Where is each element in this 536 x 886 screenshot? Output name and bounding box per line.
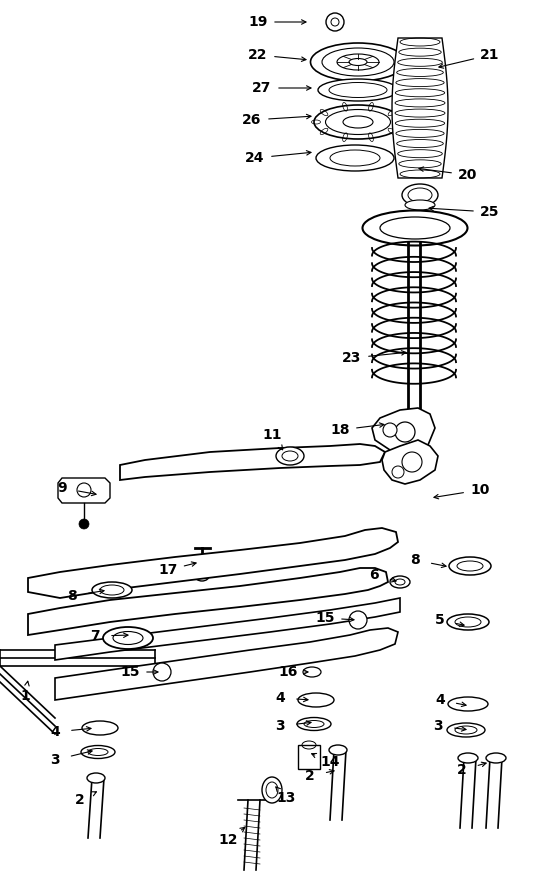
Ellipse shape <box>314 105 402 139</box>
Ellipse shape <box>349 58 367 66</box>
Text: 14: 14 <box>320 755 340 769</box>
Text: 24: 24 <box>245 151 265 165</box>
Polygon shape <box>28 528 398 598</box>
Text: 22: 22 <box>248 48 268 62</box>
Circle shape <box>392 466 404 478</box>
Text: 19: 19 <box>248 15 267 29</box>
Ellipse shape <box>297 718 331 730</box>
Text: 2: 2 <box>457 763 467 777</box>
Ellipse shape <box>262 777 282 803</box>
Bar <box>298 745 320 769</box>
Text: 18: 18 <box>330 423 350 437</box>
Ellipse shape <box>343 116 373 128</box>
Text: 17: 17 <box>158 563 178 577</box>
Text: 25: 25 <box>480 205 500 219</box>
Text: 2: 2 <box>75 793 85 807</box>
Text: 2: 2 <box>305 769 315 783</box>
Text: 13: 13 <box>277 791 296 805</box>
Ellipse shape <box>329 745 347 755</box>
Text: 20: 20 <box>458 168 478 182</box>
Ellipse shape <box>310 43 406 81</box>
Text: 27: 27 <box>252 81 272 95</box>
Ellipse shape <box>92 582 132 598</box>
Text: 1: 1 <box>20 689 30 703</box>
Ellipse shape <box>447 614 489 630</box>
Text: 16: 16 <box>278 665 297 679</box>
Text: 6: 6 <box>369 568 379 582</box>
Text: 11: 11 <box>262 428 282 442</box>
Ellipse shape <box>390 576 410 588</box>
Polygon shape <box>372 408 435 452</box>
Ellipse shape <box>449 557 491 575</box>
Circle shape <box>326 13 344 31</box>
Circle shape <box>383 423 397 437</box>
Polygon shape <box>58 478 110 503</box>
Ellipse shape <box>405 200 435 210</box>
Text: 9: 9 <box>57 481 67 495</box>
Polygon shape <box>382 440 438 484</box>
Polygon shape <box>120 444 385 480</box>
Ellipse shape <box>402 184 438 206</box>
Ellipse shape <box>81 745 115 758</box>
Circle shape <box>349 611 367 629</box>
Circle shape <box>395 422 415 442</box>
Text: 4: 4 <box>50 725 60 739</box>
Text: 10: 10 <box>470 483 490 497</box>
Circle shape <box>153 663 171 681</box>
Text: 3: 3 <box>275 719 285 733</box>
Text: 23: 23 <box>343 351 362 365</box>
Ellipse shape <box>87 773 105 783</box>
Ellipse shape <box>447 723 485 737</box>
Polygon shape <box>28 568 388 635</box>
Ellipse shape <box>276 447 304 465</box>
Text: 15: 15 <box>120 665 140 679</box>
Text: 21: 21 <box>480 48 500 62</box>
Text: 8: 8 <box>67 589 77 603</box>
Circle shape <box>77 483 91 497</box>
Polygon shape <box>55 628 398 700</box>
Ellipse shape <box>448 697 488 711</box>
Text: 3: 3 <box>433 719 443 733</box>
Text: 12: 12 <box>218 833 238 847</box>
Text: 8: 8 <box>410 553 420 567</box>
Text: 15: 15 <box>315 611 335 625</box>
Ellipse shape <box>103 627 153 649</box>
Text: 4: 4 <box>275 691 285 705</box>
Circle shape <box>402 452 422 472</box>
Ellipse shape <box>486 753 506 763</box>
Ellipse shape <box>298 693 334 707</box>
Text: 4: 4 <box>435 693 445 707</box>
Text: 7: 7 <box>90 629 100 643</box>
Ellipse shape <box>82 721 118 735</box>
Polygon shape <box>392 38 448 178</box>
Text: 26: 26 <box>242 113 262 127</box>
Polygon shape <box>55 598 400 660</box>
Text: 5: 5 <box>435 613 445 627</box>
Circle shape <box>79 519 89 529</box>
Ellipse shape <box>303 667 321 677</box>
Ellipse shape <box>318 79 398 101</box>
Ellipse shape <box>458 753 478 763</box>
Ellipse shape <box>195 571 209 581</box>
Ellipse shape <box>362 211 467 245</box>
Text: 3: 3 <box>50 753 60 767</box>
Ellipse shape <box>316 145 394 171</box>
